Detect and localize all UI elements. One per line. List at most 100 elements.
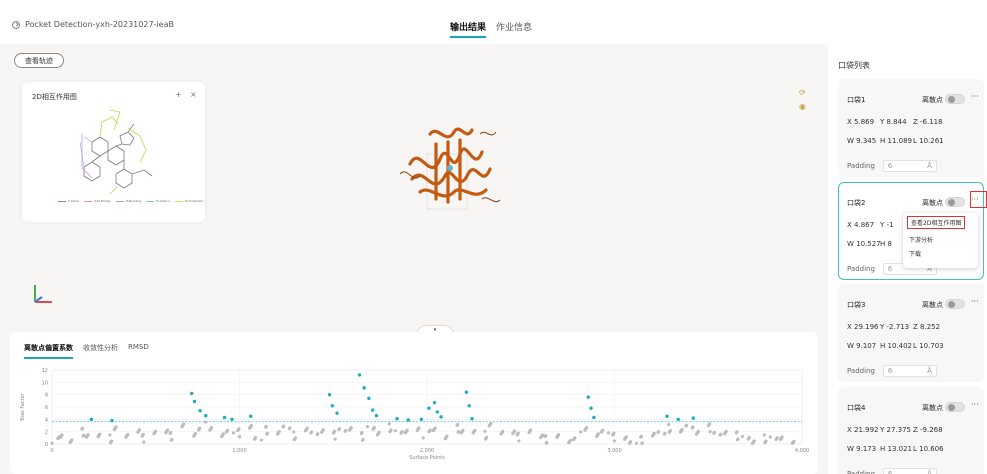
top-tabs: 输出结果 作业信息	[450, 20, 532, 38]
point-gray	[333, 437, 337, 441]
more-icon[interactable]: ···	[971, 297, 979, 306]
point-gray	[708, 430, 712, 434]
point-cyan	[230, 417, 234, 422]
point-gray	[623, 437, 627, 441]
menu-item-view-2d-interaction[interactable]: 查看2D相互作用图	[907, 216, 966, 229]
point-gray	[50, 441, 54, 445]
refresh-icon[interactable]: ⟳	[799, 88, 806, 97]
y-axis-label: Bias Factor	[20, 392, 26, 420]
size-w: W 9.107	[847, 342, 877, 350]
protein-3d-structure[interactable]	[390, 104, 510, 224]
point-gray	[750, 441, 755, 445]
menu-item-download[interactable]: 下载	[909, 251, 922, 258]
panel-2d-title: 2D相互作用图	[32, 93, 77, 101]
discrete-points-toggle[interactable]	[945, 402, 965, 412]
analysis-panel: 离散点偏置系数 收敛性分析 RMSD 0 2 4 6 8 10 12 0 1,000 2,000 3…	[10, 332, 818, 474]
point-gray	[527, 430, 531, 435]
pocket-name: 口袋1	[847, 96, 866, 104]
discrete-points-toggle[interactable]	[945, 299, 965, 309]
point-gray	[667, 430, 671, 434]
discrete-points-toggle[interactable]	[945, 94, 965, 104]
discrete-points-toggle[interactable]	[945, 197, 965, 207]
point-gray	[606, 431, 611, 435]
pocket-card[interactable]: 口袋4 离散点 ··· X 21.992 Y 27.375 Z -9.268 W…	[838, 387, 984, 474]
point-cyan	[406, 418, 410, 422]
size-l: L 10.606	[913, 445, 944, 453]
point-gray	[220, 434, 224, 439]
menu-item-downstream-analysis[interactable]: 下游分析	[909, 237, 934, 244]
point-gray	[483, 429, 487, 433]
point-gray	[68, 440, 72, 445]
close-icon[interactable]: ×	[190, 90, 197, 99]
point-gray	[388, 430, 392, 434]
y-tick-label: 2	[45, 430, 48, 436]
more-icon[interactable]: ···	[971, 92, 979, 101]
discrete-points-label: 离散点	[922, 199, 943, 207]
pocket-size: W 9.345 H 11.089 L 10.261	[847, 137, 946, 145]
point-gray	[140, 434, 144, 438]
point-cyan	[470, 417, 474, 421]
pocket-size: W 9.107 H 10.402 L 10.703	[847, 342, 946, 350]
tab-convergence[interactable]: 收敛性分析	[83, 344, 118, 352]
point-gray	[567, 441, 571, 445]
point-cyan	[691, 416, 695, 420]
x-tick-label: 2,000	[420, 448, 434, 454]
view-trajectory-button[interactable]: 查看轨迹	[14, 53, 64, 68]
coord-y: Y -2.713	[880, 323, 910, 331]
point-gray	[511, 431, 515, 436]
viewer-area[interactable]: 查看轨迹 2D相互作用图 + ×	[0, 44, 828, 474]
point-gray	[774, 437, 778, 442]
size-h: H 11.089	[880, 137, 912, 145]
size-h: H 8	[880, 240, 892, 248]
point-cyan	[665, 414, 669, 418]
interaction-2d-panel: 2D相互作用图 + ×	[22, 82, 205, 222]
point-cyan	[327, 392, 332, 397]
pocket-card[interactable]: 口袋3 离散点 ··· X 29.196 Y -2.713 Z 8.252 W …	[838, 284, 984, 382]
legend-item: H-Bonding	[115, 199, 141, 203]
point-gray	[292, 438, 296, 442]
tab-output-results[interactable]: 输出结果	[450, 20, 487, 38]
point-gray	[456, 430, 460, 434]
point-gray	[152, 432, 156, 436]
x-tick-label: 1,000	[232, 448, 246, 454]
tab-rmsd[interactable]: RMSD	[128, 343, 149, 351]
tab-job-info[interactable]: 作业信息	[496, 23, 533, 33]
move-icon[interactable]: +	[175, 90, 182, 99]
size-w: W 9.173	[847, 445, 877, 453]
point-gray	[371, 427, 375, 431]
point-gray	[421, 436, 425, 440]
point-gray	[208, 428, 212, 432]
point-gray	[236, 428, 240, 433]
point-gray	[393, 429, 397, 433]
point-gray	[96, 435, 100, 439]
point-gray	[347, 428, 352, 432]
point-gray	[292, 430, 296, 434]
more-icon[interactable]: ···	[971, 400, 979, 409]
pocket-card[interactable]: 口袋1 离散点 ··· X 5.869 Y 8.844 Z -6.118 W 9…	[838, 79, 984, 177]
point-gray	[252, 437, 257, 441]
point-gray	[483, 437, 488, 441]
coord-x: X 4.867	[847, 221, 875, 229]
point-gray	[399, 431, 403, 435]
point-gray	[264, 425, 268, 429]
project-title: Pocket Detection-yxh-20231027-ieaB	[12, 20, 174, 29]
target-icon[interactable]: ◉	[799, 102, 806, 111]
x-tick-label: 0	[50, 448, 53, 454]
point-cyan	[189, 391, 194, 396]
more-icon[interactable]: ···	[971, 195, 979, 204]
point-gray	[678, 430, 683, 434]
point-gray	[735, 438, 740, 442]
size-h: H 13.021	[880, 445, 912, 453]
point-gray	[578, 430, 583, 434]
coord-x: X 5.869	[847, 118, 875, 126]
y-tick-label: 4	[45, 417, 48, 423]
tab-bias-factor[interactable]: 离散点偏置系数	[24, 343, 73, 359]
point-gray	[718, 433, 722, 437]
point-gray	[544, 441, 548, 445]
more-button-highlight	[970, 191, 987, 208]
point-gray	[762, 433, 766, 437]
point-gray	[337, 427, 341, 432]
